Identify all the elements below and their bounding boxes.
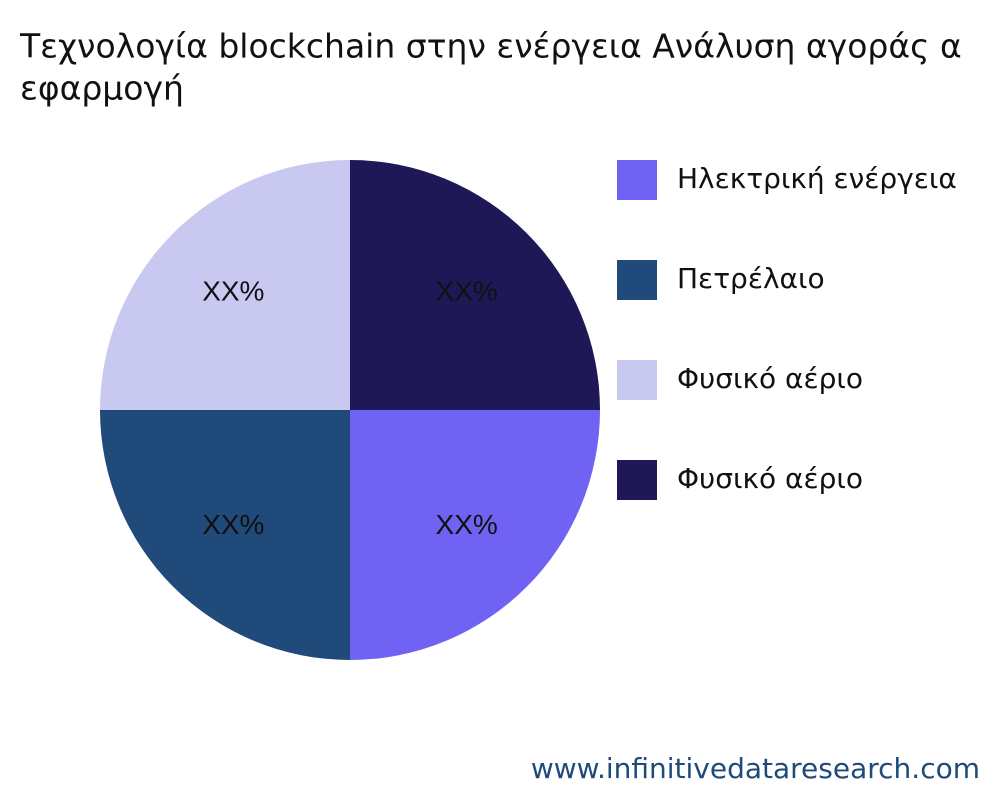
chart-title: εφαρμογή: [20, 69, 184, 108]
pie-slice: [350, 160, 600, 410]
legend-label: Φυσικό αέριο: [677, 462, 863, 495]
chart-title: Τεχνολογία blockchain στην ενέργεια Ανάλ…: [19, 27, 962, 66]
pie-slice: [100, 410, 350, 660]
data-label: XX%: [202, 509, 264, 540]
legend-swatch: [617, 460, 657, 500]
legend-swatch: [617, 160, 657, 200]
footer: www.infinitivedataresearch.com: [531, 752, 980, 785]
legend-label: Πετρέλαιο: [677, 262, 825, 295]
pie-slice: [350, 410, 600, 660]
pie-slice: [100, 160, 350, 410]
data-label: XX%: [436, 276, 498, 307]
legend-label: Ηλεκτρική ενέργεια: [677, 162, 957, 195]
legend-swatch: [617, 360, 657, 400]
data-label: XX%: [202, 276, 264, 307]
data-label: XX%: [436, 509, 498, 540]
legend-swatch: [617, 260, 657, 300]
legend-label: Φυσικό αέριο: [677, 362, 863, 395]
